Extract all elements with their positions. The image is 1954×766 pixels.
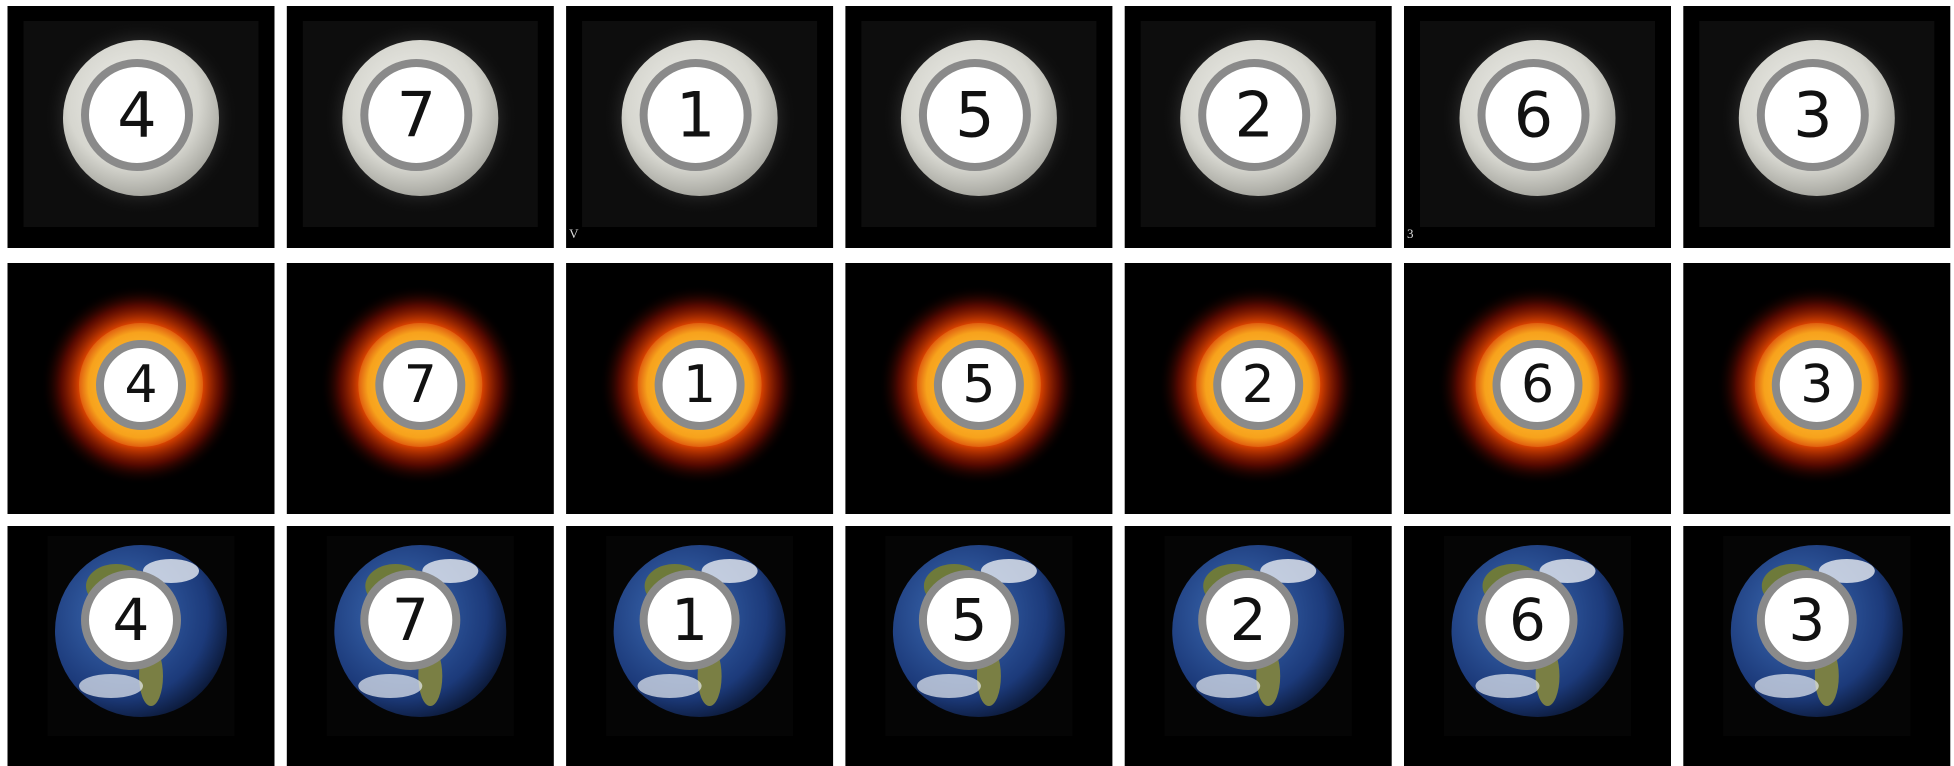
tile: 4 — [7, 6, 275, 248]
cloud — [1539, 559, 1596, 583]
number-badge — [1756, 59, 1869, 171]
tile-number: 2 — [1230, 586, 1267, 654]
tile-number: 7 — [404, 355, 437, 415]
cloud — [1260, 559, 1317, 583]
tile-number: 3 — [1800, 355, 1833, 415]
tile: 1 — [566, 263, 834, 514]
cloud — [916, 674, 981, 698]
tile: 4 — [7, 526, 275, 766]
cloud — [1818, 559, 1875, 583]
tile: 6 — [1404, 263, 1671, 514]
cloud — [1475, 674, 1540, 698]
tile-number: 4 — [117, 79, 156, 152]
tile: 5 — [845, 263, 1113, 514]
cloud — [1196, 674, 1261, 698]
tile: 7 — [286, 263, 554, 514]
tile-number: 6 — [1521, 355, 1554, 415]
tile: 3 — [1683, 6, 1951, 248]
number-badge — [1756, 570, 1857, 670]
tile-number: 5 — [950, 586, 987, 654]
number-badge — [1198, 59, 1311, 171]
number-badge — [1198, 570, 1299, 670]
tile-number: 3 — [1793, 79, 1832, 152]
cloud — [143, 559, 199, 583]
number-badge — [654, 340, 745, 430]
number-badge — [639, 59, 752, 171]
cloud — [79, 674, 143, 698]
tile-number: 5 — [962, 355, 995, 415]
cloud — [980, 559, 1037, 583]
number-badge — [918, 59, 1031, 171]
tile-number: 7 — [392, 586, 429, 654]
tile: 7 — [286, 6, 554, 248]
tile: 6 — [1404, 526, 1671, 766]
tile: 3 — [1683, 263, 1951, 514]
tile-number: 1 — [683, 355, 716, 415]
tile: 63 — [1404, 6, 1671, 248]
tile-number: 2 — [1234, 79, 1273, 152]
tile: 5 — [845, 6, 1113, 248]
tile: 2 — [1124, 526, 1392, 766]
cloud — [1754, 674, 1819, 698]
tile-number: 1 — [671, 586, 708, 654]
tile: 3 — [1683, 526, 1951, 766]
tile-number: 6 — [1514, 79, 1553, 152]
tile: 7 — [286, 526, 554, 766]
number-badge — [360, 570, 461, 670]
cloud — [358, 674, 423, 698]
number-badge — [81, 570, 181, 670]
tile: 1V — [566, 6, 834, 248]
number-badge — [918, 570, 1019, 670]
tile-caption: V — [569, 226, 579, 241]
tile: 4 — [7, 263, 275, 514]
tile-number: 1 — [676, 79, 715, 152]
tile-number: 4 — [124, 355, 157, 415]
number-badge — [1213, 340, 1304, 430]
cloud — [637, 674, 702, 698]
tile: 2 — [1124, 263, 1392, 514]
number-badge — [933, 340, 1024, 430]
tile: 5 — [845, 526, 1113, 766]
number-badge — [1477, 59, 1590, 171]
tile-number: 4 — [113, 586, 150, 654]
tile-caption: 3 — [1407, 226, 1414, 241]
number-badge — [96, 340, 186, 430]
cloud — [701, 559, 758, 583]
tile-number: 5 — [955, 79, 994, 152]
number-badge — [81, 59, 193, 171]
cloud — [422, 559, 479, 583]
number-badge — [639, 570, 740, 670]
number-badge — [375, 340, 466, 430]
number-badge — [1771, 340, 1862, 430]
number-badge — [360, 59, 473, 171]
number-badge — [1492, 340, 1583, 430]
tile: 2 — [1124, 6, 1392, 248]
number-badge — [1477, 570, 1578, 670]
tile-number: 7 — [397, 79, 436, 152]
tile-number: 2 — [1242, 355, 1275, 415]
tile-number: 3 — [1788, 586, 1825, 654]
tile-number: 6 — [1509, 586, 1546, 654]
tile: 1 — [566, 526, 834, 766]
